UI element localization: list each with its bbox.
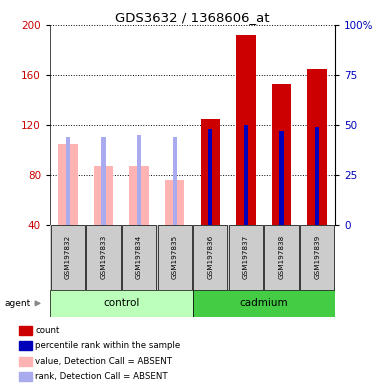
Bar xyxy=(315,127,319,225)
Bar xyxy=(307,69,327,225)
Text: GSM197837: GSM197837 xyxy=(243,235,249,280)
Bar xyxy=(101,137,105,225)
Text: value, Detection Call = ABSENT: value, Detection Call = ABSENT xyxy=(35,357,172,366)
Bar xyxy=(137,135,141,225)
Text: GSM197838: GSM197838 xyxy=(278,235,285,280)
Bar xyxy=(192,290,335,317)
Bar xyxy=(172,137,177,225)
Bar xyxy=(51,225,85,290)
Bar xyxy=(280,131,284,225)
Text: cadmium: cadmium xyxy=(239,298,288,308)
Text: GSM197832: GSM197832 xyxy=(65,235,71,280)
Bar xyxy=(66,137,70,225)
Bar xyxy=(272,84,291,225)
Bar xyxy=(19,372,32,381)
Text: agent: agent xyxy=(4,299,30,308)
Bar xyxy=(244,125,248,225)
Bar xyxy=(165,180,184,225)
Bar xyxy=(19,341,32,350)
Bar xyxy=(208,129,213,225)
Bar xyxy=(236,35,256,225)
Text: control: control xyxy=(103,298,139,308)
Bar xyxy=(229,225,263,290)
Title: GDS3632 / 1368606_at: GDS3632 / 1368606_at xyxy=(115,11,270,24)
Bar xyxy=(129,166,149,225)
Bar xyxy=(157,225,192,290)
Text: GSM197836: GSM197836 xyxy=(207,235,213,280)
Text: GSM197839: GSM197839 xyxy=(314,235,320,280)
Text: percentile rank within the sample: percentile rank within the sample xyxy=(35,341,181,350)
Bar xyxy=(58,144,78,225)
Bar xyxy=(50,290,192,317)
Text: GSM197834: GSM197834 xyxy=(136,235,142,280)
Bar xyxy=(193,225,228,290)
Text: count: count xyxy=(35,326,60,335)
Bar xyxy=(122,225,156,290)
Text: GSM197833: GSM197833 xyxy=(100,235,107,280)
Text: rank, Detection Call = ABSENT: rank, Detection Call = ABSENT xyxy=(35,372,168,381)
Bar xyxy=(201,119,220,225)
Text: GSM197835: GSM197835 xyxy=(172,235,178,280)
Bar xyxy=(19,357,32,366)
Bar xyxy=(300,225,334,290)
Bar xyxy=(94,166,113,225)
Bar xyxy=(264,225,299,290)
Bar xyxy=(19,326,32,334)
Bar xyxy=(86,225,121,290)
